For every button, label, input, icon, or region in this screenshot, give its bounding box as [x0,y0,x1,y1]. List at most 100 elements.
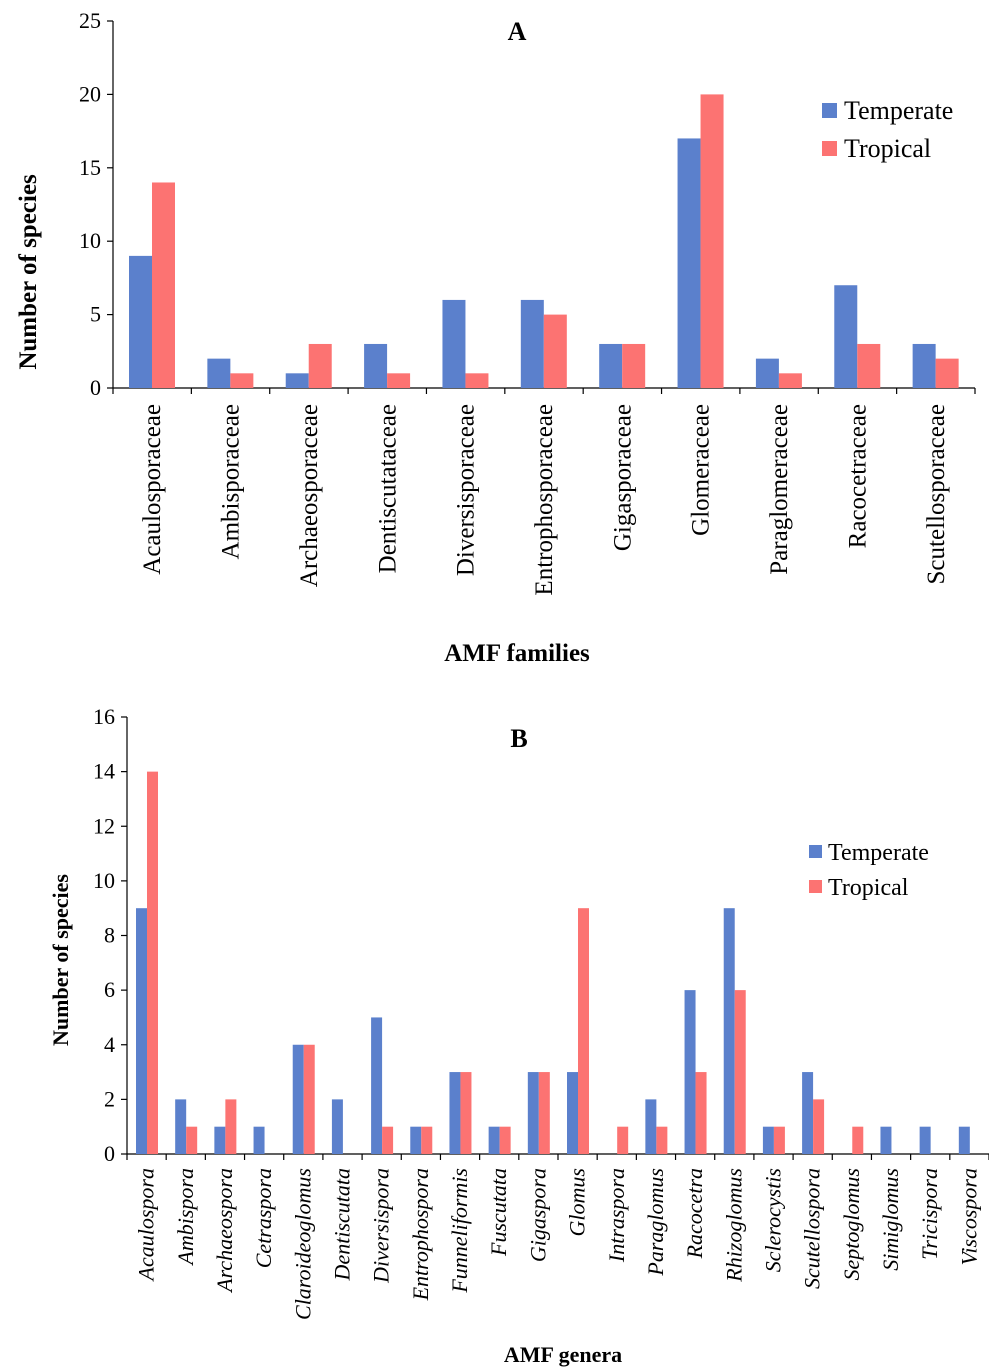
chart-b-category-label: Tricispora [917,1168,942,1260]
chart-b-category-label: Racocetra [682,1168,707,1259]
chart-a-bar-temperate [207,358,231,388]
chart-a-bar-tropical [465,373,489,388]
chart-b-bar-temperate [880,1126,892,1154]
chart-b-category-label: Ambispora [173,1168,198,1267]
chart-a-bar-temperate [442,299,466,388]
chart-b-bar-tropical [695,1072,707,1154]
chart-b-bar-temperate [136,908,147,1154]
chart-a-bar-temperate [755,358,779,388]
chart-b-bar-tropical [813,1099,825,1154]
chart-b-category-label: Paraglomus [643,1168,668,1277]
chart-a-bar-temperate [520,299,544,388]
chart-b-category-label: Viscospora [956,1168,981,1265]
chart-a-bar-temperate [677,138,701,388]
chart-a-bar-temperate [599,343,623,388]
chart-b-category-label: Funneliformis [447,1168,472,1294]
chart-b-title: B [510,724,527,753]
chart-a-category-label: Scutellosporaceae [923,404,950,584]
legend-label-tropical: Tropical [828,875,909,901]
chart-a-legend: Temperate Tropical [822,96,953,163]
chart-a-y-tick-label: 0 [90,375,101,400]
chart-b-category-label: Entrophospora [408,1168,433,1301]
chart-a-bar-tropical [308,343,332,388]
chart-a-category-label: Racocetraceae [844,404,871,548]
legend-swatch-tropical [822,141,837,156]
chart-a-category-label: Entrophosporaceae [531,404,558,596]
chart-a-x-axis-title: AMF families [444,640,590,667]
chart-a-category-label: Ambisporaceae [218,404,245,559]
chart-a-category-label: Acaulosporaceae [139,404,166,575]
chart-a-bar-temperate [285,373,309,388]
chart-b-bar-temperate [527,1072,539,1154]
chart-a-y-tick-label: 25 [79,8,101,33]
chart-a-bar-tropical [700,94,724,389]
chart-b-y-tick-label: 2 [104,1086,115,1111]
chart-a-bar-tropical [230,373,254,388]
chart-a-title: A [508,17,527,46]
chart-b-bar-temperate [645,1099,657,1154]
chart-b-bar-temperate [684,990,696,1154]
chart-b-category-label: Simiglomus [878,1168,903,1271]
chart-a-y-tick-label: 5 [90,302,101,327]
legend-label-tropical: Tropical [844,134,931,163]
chart-b-category-label: Septoglomus [839,1168,864,1280]
chart-b-bar-tropical [186,1126,198,1154]
chart-b-bar-temperate [488,1126,500,1154]
chart-b-bar-temperate [919,1126,931,1154]
chart-a-bar-tropical [622,343,646,388]
chart-b-bar-temperate [371,1017,383,1154]
chart-b-bar-tropical [382,1126,394,1154]
chart-b-bar-temperate [410,1126,422,1154]
chart-a-bar-tropical [387,373,411,388]
chart-b-bar-tropical [421,1126,433,1154]
chart-b-category-label: Glomus [565,1168,590,1236]
chart-a-bar-tropical [857,343,881,388]
chart-b-category-label: Fuscutata [486,1168,511,1257]
chart-a-category-label: Dentiscutataceae [374,404,401,573]
chart-b-y-tick-label: 4 [104,1032,115,1057]
chart-b-bar-tropical [538,1072,550,1154]
chart-b-bar-temperate [567,1072,578,1154]
chart-a-bar-tropical [543,314,567,388]
chart-b-y-tick-label: 14 [93,759,115,784]
chart-a-y-tick-label: 10 [79,228,101,253]
chart-a-category-label: Diversisporaceae [453,404,480,576]
chart-b-bar-tropical [147,771,158,1154]
chart-a-y-tick-label: 20 [79,81,101,106]
chart-a-category-label: Gigasporaceae [609,404,636,551]
chart-b-bar-tropical [460,1072,472,1154]
chart-a-bar-temperate [834,285,858,388]
chart-b: B Number of species AMF genera Temperate… [48,704,989,1367]
chart-b-bar-temperate [449,1072,461,1154]
legend-swatch-tropical [809,880,822,893]
chart-b-bar-tropical [225,1099,237,1154]
chart-b-bar-temperate [958,1126,970,1154]
chart-b-y-tick-label: 16 [93,704,115,729]
chart-b-y-tick-label: 6 [104,977,115,1002]
chart-b-category-label: Claroideoglomus [290,1168,315,1320]
chart-b-bar-tropical [303,1044,315,1154]
chart-b-y-tick-label: 8 [104,923,115,948]
legend-swatch-temperate [809,845,822,858]
chart-a-bar-tropical [152,182,175,388]
chart-b-legend: Temperate Tropical [809,840,929,901]
chart-b-y-tick-label: 10 [93,868,115,893]
chart-b-category-label: Intraspora [604,1168,629,1263]
chart-a-bar-temperate [912,343,936,388]
chart-b-bar-tropical [773,1126,785,1154]
chart-b-bar-tropical [617,1126,629,1154]
chart-b-category-label: Dentiscutata [330,1168,355,1281]
chart-b-y-axis-title: Number of species [48,874,73,1046]
chart-a-category-label: Paraglomeraceae [766,404,793,575]
chart-a-bar-temperate [364,343,388,388]
chart-a-category-label: Archaeosporaceae [296,404,323,587]
chart-b-y-tick-label: 0 [104,1141,115,1166]
chart-b-category-label: Archaeospora [212,1168,237,1294]
legend-label-temperate: Temperate [828,840,929,866]
chart-a-bar-tropical [935,358,959,388]
chart-b-category-label: Gigaspora [525,1168,550,1262]
chart-b-bar-temperate [292,1044,304,1154]
chart-b-category-label: Rhizoglomus [721,1168,746,1283]
chart-b-bar-tropical [578,908,589,1154]
